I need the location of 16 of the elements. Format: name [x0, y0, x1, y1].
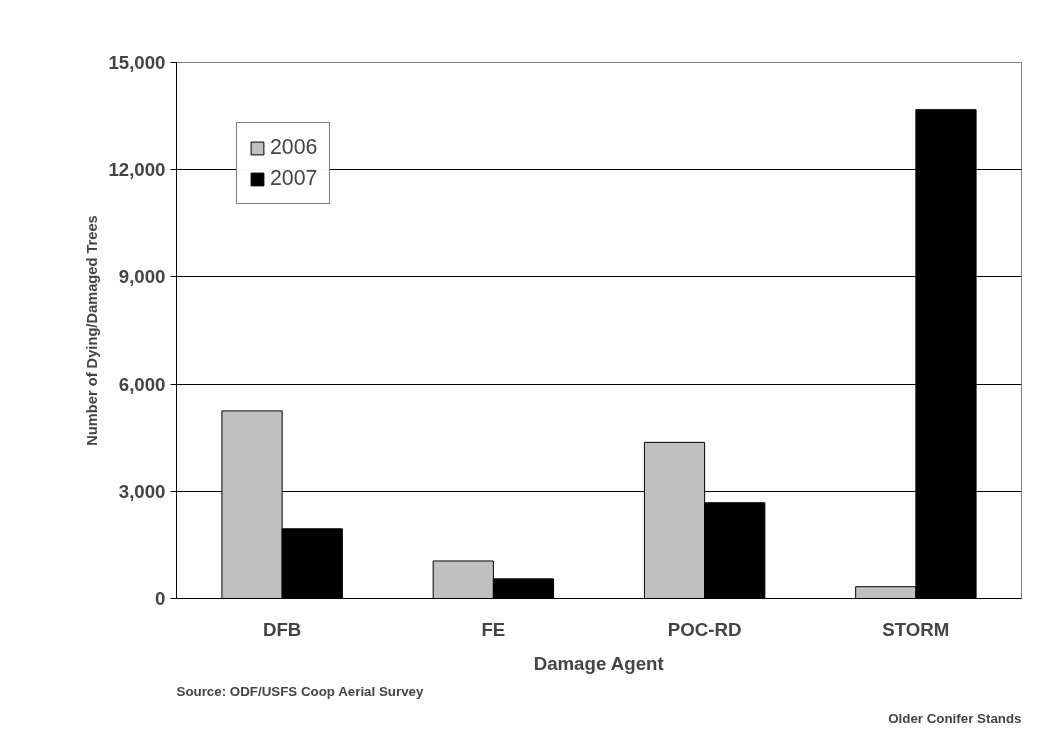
x-tick-label: POC-RD	[667, 618, 742, 640]
x-tick-label: FE	[481, 618, 506, 640]
legend-label: 2006	[270, 135, 318, 160]
source-note: Source: ODF/USFS Coop Aerial Survey	[176, 683, 424, 699]
text: Older Conifer Stands	[888, 710, 1022, 726]
y-tick-label: 0	[155, 588, 166, 609]
y-tick-label: 9,000	[118, 266, 166, 288]
y-tick-label: 12,000	[108, 159, 166, 181]
x-tick-label: STORM	[882, 618, 950, 640]
x-tick-label: DFB	[262, 618, 302, 640]
legend-label: 2007	[270, 166, 318, 191]
y-tick-label: 6,000	[118, 373, 166, 395]
x-axis-title: Damage Agent	[533, 652, 664, 674]
y-axis-title: Number of Dying/Damaged Trees	[84, 215, 101, 446]
y-tick-label: 15,000	[108, 52, 166, 73]
y-tick-label: 3,000	[118, 480, 166, 502]
